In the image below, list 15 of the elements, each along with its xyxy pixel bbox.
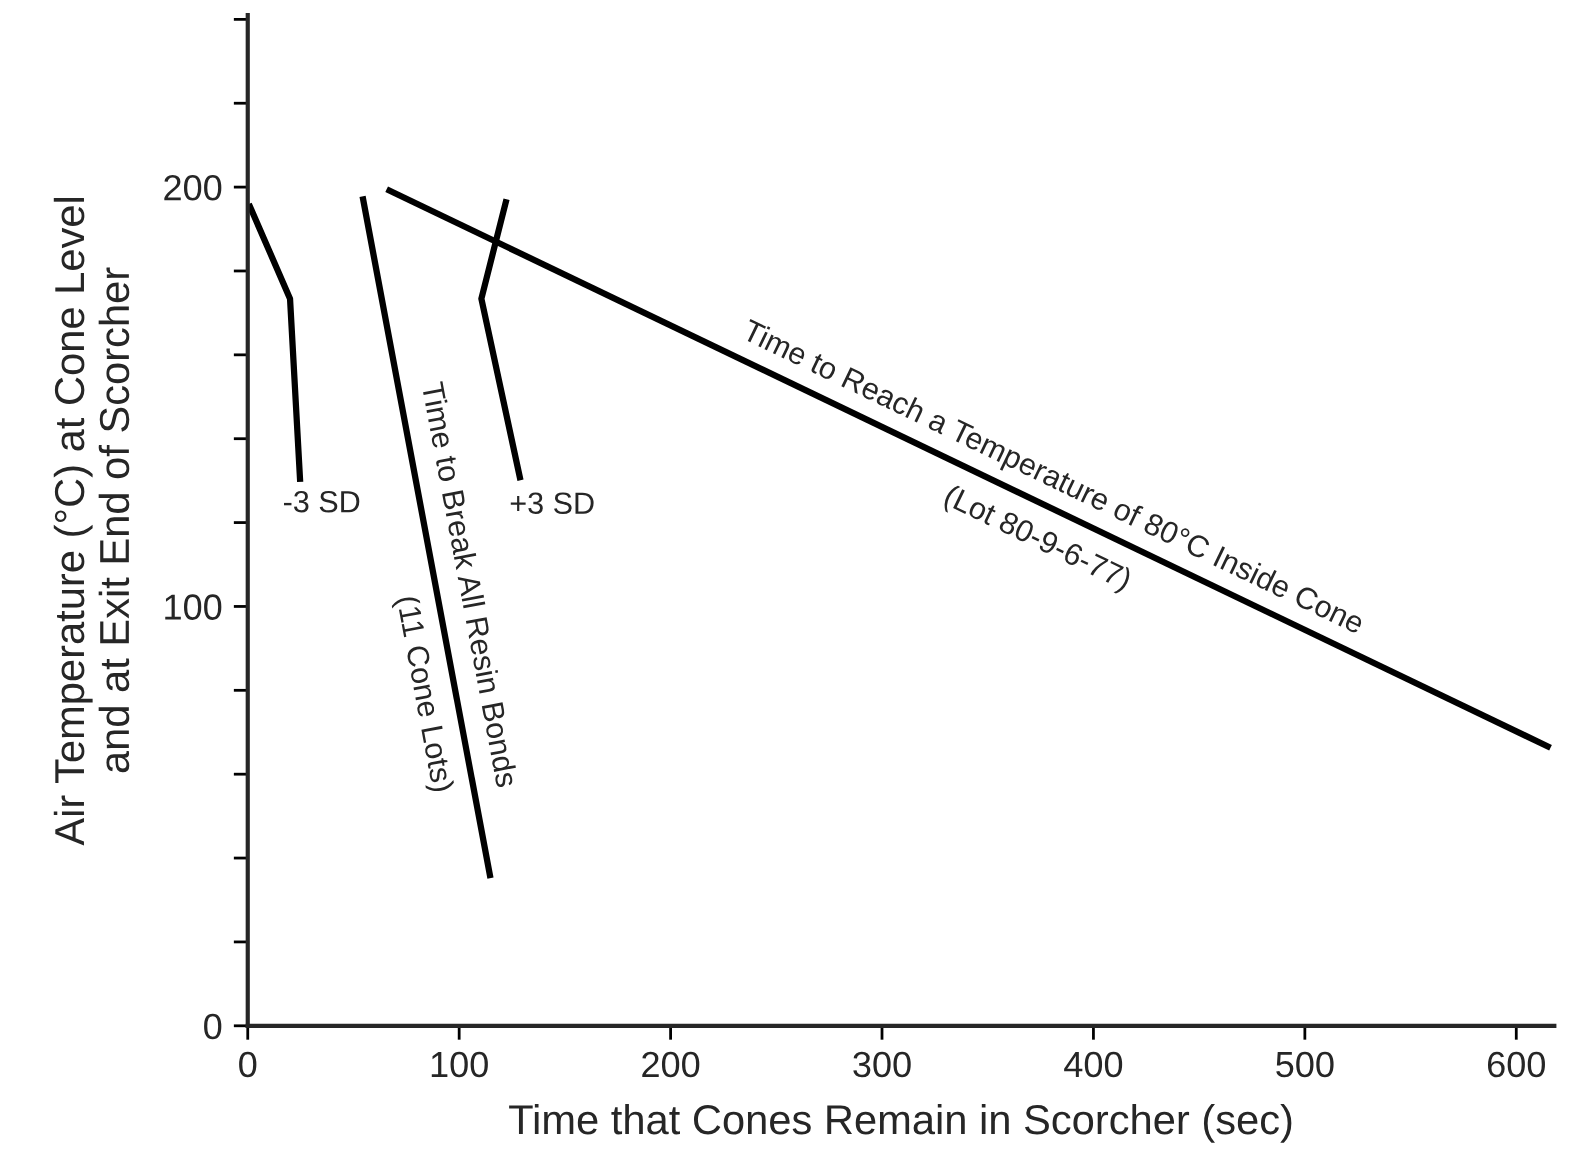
y-tick-label: 200	[164, 174, 222, 201]
x-tick-label: 500	[1276, 1051, 1334, 1078]
x-tick-label: 400	[1064, 1051, 1123, 1078]
annotation: -3 SD	[284, 490, 360, 513]
y-axis-title: Air Temperature (°C) at Cone Level and at Exit End of Scorcher	[53, 198, 130, 846]
annotation: +3 SD	[510, 492, 594, 515]
y-tick-label: 100	[165, 594, 222, 620]
annotation: (11 Cone Lots)	[390, 595, 455, 794]
x-axis-title: Time that Cones Remain in Scorcher (sec)	[509, 1103, 1292, 1143]
x-tick-label: 600	[1487, 1051, 1545, 1078]
x-tick-label: 0	[239, 1051, 257, 1078]
x-tick-label: 200	[642, 1051, 700, 1078]
x-tick-label: 300	[853, 1051, 911, 1078]
y-tick-label: 0	[204, 1013, 222, 1040]
x-tick-label: 100	[431, 1051, 488, 1078]
